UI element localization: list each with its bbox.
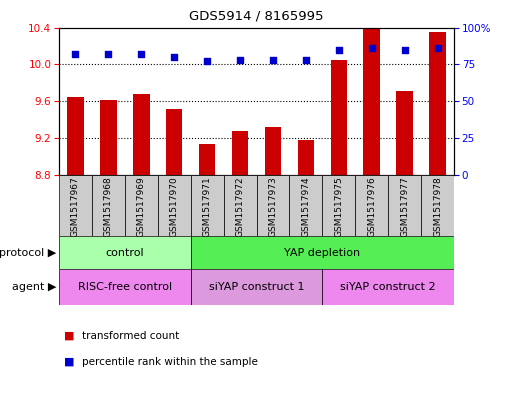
Bar	[158, 175, 191, 236]
Point	[269, 57, 277, 63]
Bar	[265, 127, 281, 175]
Point	[334, 46, 343, 53]
Bar	[355, 175, 388, 236]
Text: GSM1517970: GSM1517970	[170, 177, 179, 237]
Point	[203, 58, 211, 64]
Bar	[59, 236, 191, 269]
Bar	[67, 97, 84, 175]
Bar	[224, 175, 256, 236]
Bar	[330, 60, 347, 175]
Text: GSM1517978: GSM1517978	[433, 177, 442, 237]
Text: control: control	[106, 248, 144, 257]
Bar	[191, 175, 224, 236]
Bar	[388, 175, 421, 236]
Text: GSM1517971: GSM1517971	[203, 177, 212, 237]
Bar	[322, 175, 355, 236]
Text: agent ▶: agent ▶	[12, 282, 56, 292]
Text: ■: ■	[64, 331, 74, 341]
Text: percentile rank within the sample: percentile rank within the sample	[82, 356, 258, 367]
Bar	[322, 269, 454, 305]
Text: RISC-free control: RISC-free control	[78, 282, 172, 292]
Point	[433, 45, 442, 51]
Point	[137, 51, 145, 57]
Text: GSM1517975: GSM1517975	[334, 177, 343, 237]
Text: GSM1517977: GSM1517977	[400, 177, 409, 237]
Text: GSM1517972: GSM1517972	[235, 177, 245, 237]
Text: GSM1517968: GSM1517968	[104, 177, 113, 237]
Text: ■: ■	[64, 356, 74, 367]
Bar	[289, 175, 322, 236]
Point	[170, 54, 179, 60]
Text: siYAP construct 2: siYAP construct 2	[340, 282, 436, 292]
Point	[236, 57, 244, 63]
Bar	[298, 140, 314, 175]
Bar	[421, 175, 454, 236]
Bar	[429, 32, 446, 175]
Bar	[256, 175, 289, 236]
Point	[368, 45, 376, 51]
Text: GSM1517969: GSM1517969	[137, 177, 146, 237]
Text: GSM1517967: GSM1517967	[71, 177, 80, 237]
Point	[71, 51, 80, 57]
Point	[104, 51, 112, 57]
Bar	[191, 236, 454, 269]
Text: GSM1517976: GSM1517976	[367, 177, 376, 237]
Text: GSM1517974: GSM1517974	[301, 177, 310, 237]
Text: GSM1517973: GSM1517973	[268, 177, 278, 237]
Text: protocol ▶: protocol ▶	[0, 248, 56, 257]
Point	[401, 46, 409, 53]
Bar	[191, 269, 322, 305]
Bar	[364, 29, 380, 175]
Text: transformed count: transformed count	[82, 331, 180, 341]
Text: siYAP construct 1: siYAP construct 1	[209, 282, 304, 292]
Point	[302, 57, 310, 63]
Bar	[232, 131, 248, 175]
Text: YAP depletion: YAP depletion	[284, 248, 361, 257]
Bar	[133, 94, 149, 175]
Bar	[59, 269, 191, 305]
Bar	[166, 108, 183, 175]
Bar	[59, 175, 92, 236]
Bar	[397, 91, 413, 175]
Bar	[92, 175, 125, 236]
Text: GDS5914 / 8165995: GDS5914 / 8165995	[189, 10, 324, 23]
Bar	[125, 175, 158, 236]
Bar	[199, 145, 215, 175]
Bar	[100, 100, 116, 175]
